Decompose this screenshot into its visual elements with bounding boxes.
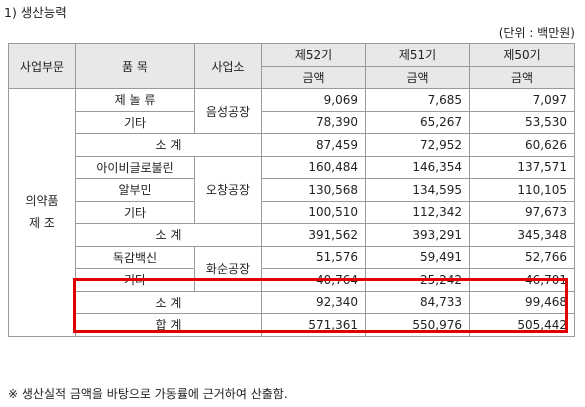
value-51: 7,685	[365, 88, 470, 112]
value-52: 160,484	[261, 155, 366, 179]
item-cell: 기타	[75, 268, 195, 292]
subtotal-row: 소 계 391,562 393,291 345,348	[9, 223, 575, 247]
table-row: 의약품 제 조 제 놀 류 음성공장 9,069 7,685 7,097	[8, 88, 575, 337]
total-52: 571,361	[261, 313, 366, 337]
footnote: ※ 생산실적 금액을 바탕으로 가동률에 근거하여 산출함.	[8, 387, 288, 401]
value-52: 40,764	[261, 268, 366, 292]
subtotal-row: 소 계 92,340 84,733 99,468	[9, 290, 575, 314]
value-51: 65,267	[365, 110, 470, 134]
subtotal-51: 72,952	[365, 133, 470, 157]
value-50: 52,766	[469, 245, 575, 269]
value-51: 25,242	[365, 268, 470, 292]
production-capacity-table: 사업부문 품 목 사업소 제52기 제51기 제50기 금액 금액 금액 의약품…	[8, 43, 575, 337]
value-51: 112,342	[365, 200, 470, 224]
value-51: 59,491	[365, 245, 470, 269]
value-50: 53,530	[469, 110, 575, 134]
total-row: 합 계 571,361 550,976 505,442	[9, 313, 575, 337]
unit-label: (단위 : 백만원)	[498, 26, 575, 40]
table-row: 기타 40,764 25,242 46,701	[9, 268, 575, 292]
subtotal-51: 84,733	[365, 290, 470, 314]
total-label: 합 계	[75, 313, 262, 337]
plant-cell: 음성공장	[194, 88, 262, 134]
subtotal-52: 391,562	[261, 223, 366, 247]
subtotal-label: 소 계	[75, 290, 262, 314]
division-label-line2: 제 조	[29, 216, 55, 231]
header-amount-51: 금액	[365, 65, 470, 89]
table-row: 기타 78,390 65,267 53,530	[9, 110, 575, 134]
value-51: 134,595	[365, 178, 470, 202]
subtotal-label: 소 계	[75, 133, 262, 157]
header-amount-52: 금액	[261, 65, 366, 89]
value-50: 46,701	[469, 268, 575, 292]
table-row: 독감백신 화순공장 51,576 59,491 52,766	[9, 245, 575, 292]
division-cell: 의약품 제 조	[8, 88, 76, 337]
table-row: 기타 100,510 112,342 97,673	[9, 200, 575, 224]
total-51: 550,976	[365, 313, 470, 337]
value-52: 100,510	[261, 200, 366, 224]
value-50: 97,673	[469, 200, 575, 224]
item-cell: 기타	[75, 110, 195, 134]
value-50: 110,105	[469, 178, 575, 202]
header-division: 사업부문	[8, 43, 76, 89]
item-cell: 제 놀 류	[75, 88, 195, 112]
header-period-50: 제50기	[469, 43, 575, 67]
header-period-51: 제51기	[365, 43, 470, 67]
value-50: 7,097	[469, 88, 575, 112]
plant-cell: 화순공장	[194, 245, 262, 292]
subtotal-52: 87,459	[261, 133, 366, 157]
value-52: 51,576	[261, 245, 366, 269]
header-amount-50: 금액	[469, 65, 575, 89]
header-row-periods: 사업부문 품 목 사업소 제52기 제51기 제50기	[8, 43, 575, 89]
value-50: 137,571	[469, 155, 575, 179]
item-cell: 독감백신	[75, 245, 195, 269]
table-row: 알부민 130,568 134,595 110,105	[9, 178, 575, 202]
subtotal-50: 99,468	[469, 290, 575, 314]
subtotal-label: 소 계	[75, 223, 262, 247]
value-52: 78,390	[261, 110, 366, 134]
header-period-52: 제52기	[261, 43, 366, 67]
subtotal-50: 60,626	[469, 133, 575, 157]
item-cell: 아이비글로불린	[75, 155, 195, 179]
header-plant: 사업소	[194, 43, 262, 89]
division-label-line1: 의약품	[25, 194, 59, 209]
item-cell: 알부민	[75, 178, 195, 202]
total-50: 505,442	[469, 313, 575, 337]
header-row-amount: 금액 금액 금액	[9, 65, 575, 89]
value-51: 146,354	[365, 155, 470, 179]
subtotal-52: 92,340	[261, 290, 366, 314]
subtotal-51: 393,291	[365, 223, 470, 247]
value-52: 9,069	[261, 88, 366, 112]
subtotal-row: 소 계 87,459 72,952 60,626	[9, 133, 575, 157]
plant-cell: 오창공장	[194, 155, 262, 224]
value-52: 130,568	[261, 178, 366, 202]
section-heading: 1) 생산능력	[4, 5, 67, 20]
table-row: 아이비글로불린 오창공장 160,484 146,354 137,571	[9, 155, 575, 224]
subtotal-50: 345,348	[469, 223, 575, 247]
header-item: 품 목	[75, 43, 195, 89]
item-cell: 기타	[75, 200, 195, 224]
